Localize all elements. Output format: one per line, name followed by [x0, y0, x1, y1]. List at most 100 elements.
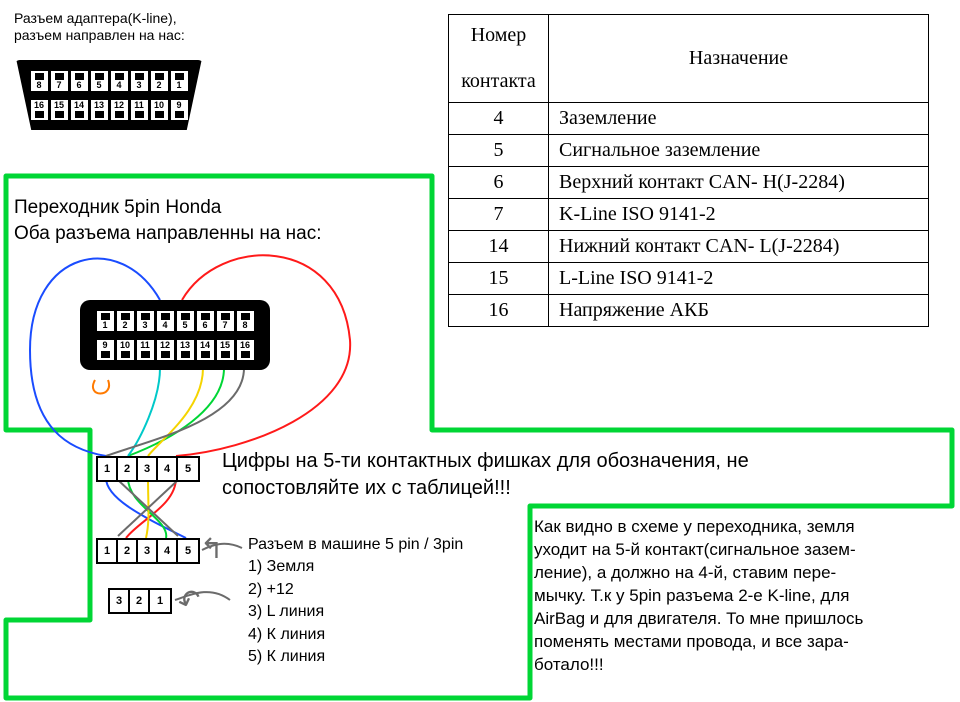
text: Оба разъема направленны на нас:: [14, 223, 322, 244]
obd-pin: 15: [51, 100, 68, 120]
connector-pin: 4: [158, 458, 178, 480]
table-row: 7K-Line ISO 9141-2: [449, 199, 929, 231]
text: мычку. Т.к у 5pin разъема 2-e K-line, дл…: [534, 586, 849, 605]
cell-pin-desc: Нижний контакт CAN- L(J-2284): [549, 231, 929, 263]
cell-pin-number: 15: [449, 263, 549, 295]
text: разъем направлен на нас:: [14, 27, 185, 43]
legend-item: 1) Земля: [248, 556, 463, 578]
cell-pin-desc: K-Line ISO 9141-2: [549, 199, 929, 231]
honda-caption: Переходник 5pin Honda Оба разъема направ…: [14, 195, 322, 246]
cell-pin-desc: L-Line ISO 9141-2: [549, 263, 929, 295]
cell-pin-number: 14: [449, 231, 549, 263]
obd-pin: 14: [71, 100, 88, 120]
connector-pin: 3: [138, 540, 158, 562]
connector-pin: 1: [150, 590, 170, 612]
cell-pin-desc: Заземление: [549, 103, 929, 135]
cell-pin-number: 7: [449, 199, 549, 231]
obd-pin: 2: [151, 71, 168, 91]
col-header-desc: Назначение: [549, 15, 929, 103]
table-row: 15L-Line ISO 9141-2: [449, 263, 929, 295]
obd-pin: 5: [177, 311, 194, 331]
text: Цифры на 5-ти контактных фишках для обоз…: [222, 450, 749, 472]
obd-pin: 9: [97, 340, 114, 360]
obd-pin: 16: [237, 340, 254, 360]
cell-pin-number: 4: [449, 103, 549, 135]
connector-pin: 4: [158, 540, 178, 562]
obd-pin: 1: [97, 311, 114, 331]
text: сопостовляйте их с таблицей!!!: [222, 477, 511, 499]
connector-pin: 2: [130, 590, 150, 612]
connector-pin: 3: [138, 458, 158, 480]
text: ление), а должно на 4-й, ставим пере-: [534, 563, 836, 582]
legend-item: 2) +12: [248, 579, 463, 601]
adapter-caption: Разъем адаптера(K-line), разъем направле…: [14, 10, 185, 44]
connector-pin: 2: [118, 458, 138, 480]
text: поменять местами провода, и все зара-: [534, 632, 849, 651]
obd-pin: 6: [71, 71, 88, 91]
obd-pin: 3: [131, 71, 148, 91]
obd-pin: 8: [31, 71, 48, 91]
arrow-icon: ↰: [200, 532, 223, 565]
obd-pin: 4: [111, 71, 128, 91]
obd-pin: 7: [217, 311, 234, 331]
text: Переходник 5pin Honda: [14, 197, 221, 218]
table-row: 6Верхний контакт CAN- H(J-2284): [449, 167, 929, 199]
obd-pin: 3: [137, 311, 154, 331]
text: контакта: [461, 70, 536, 92]
table-row: 16Напряжение АКБ: [449, 295, 929, 327]
text: Номер: [471, 24, 527, 46]
obd-pin: 7: [51, 71, 68, 91]
obd-pin: 1: [171, 71, 188, 91]
connector-pin: 1: [98, 540, 118, 562]
obd-pin: 4: [157, 311, 174, 331]
cell-pin-desc: Напряжение АКБ: [549, 295, 929, 327]
cell-pin-number: 5: [449, 135, 549, 167]
cell-pin-number: 6: [449, 167, 549, 199]
obd-pin: 15: [217, 340, 234, 360]
obd-pin: 12: [157, 340, 174, 360]
obd-pin: 5: [91, 71, 108, 91]
obd-pin: 6: [197, 311, 214, 331]
connector-pin: 2: [118, 540, 138, 562]
legend-title: Разъем в машине 5 pin / 3pin: [248, 534, 463, 556]
pin-assignment-table: Номер контакта Назначение 4Заземление5Си…: [448, 14, 929, 327]
text: ботало!!!: [534, 655, 604, 674]
connector-5pin-a: 12345: [96, 456, 200, 482]
obd-pin: 8: [237, 311, 254, 331]
table-row: 5Сигнальное заземление: [449, 135, 929, 167]
cell-pin-number: 16: [449, 295, 549, 327]
obd-pin: 9: [171, 100, 188, 120]
obd-pin: 10: [117, 340, 134, 360]
obd-honda-connector: 12345678 910111213141516: [80, 300, 270, 370]
connector-pin: 5: [178, 458, 198, 480]
col-header-number: Номер контакта: [449, 15, 549, 103]
text: Разъем адаптера(K-line),: [14, 10, 177, 26]
obd-pin: 10: [151, 100, 168, 120]
connector-pin: 3: [110, 590, 130, 612]
legend-item: 5) К линия: [248, 646, 463, 668]
obd-adapter-connector: 87654321 161514131211109: [14, 60, 204, 130]
obd-pin: 12: [111, 100, 128, 120]
cell-pin-desc: Верхний контакт CAN- H(J-2284): [549, 167, 929, 199]
legend-item: 3) L линия: [248, 601, 463, 623]
obd-pin: 16: [31, 100, 48, 120]
pin-legend: Разъем в машине 5 pin / 3pin 1) Земля 2)…: [248, 534, 463, 668]
obd-pin: 2: [117, 311, 134, 331]
explanation-paragraph: Как видно в схеме у переходника, земля у…: [534, 516, 954, 677]
text: уходит на 5-й контакт(сигнальное зазем-: [534, 540, 856, 559]
table-row: 14Нижний контакт CAN- L(J-2284): [449, 231, 929, 263]
text: AirBag и для двигателя. То мне пришлось: [534, 609, 863, 628]
connector-pin: 5: [178, 540, 198, 562]
obd-pin: 11: [131, 100, 148, 120]
text: Как видно в схеме у переходника, земля: [534, 517, 855, 536]
obd-pin: 13: [91, 100, 108, 120]
warning-text: Цифры на 5-ти контактных фишках для обоз…: [222, 448, 922, 502]
legend-item: 4) К линия: [248, 624, 463, 646]
connector-5pin-b: 12345: [96, 538, 200, 564]
obd-pin: 13: [177, 340, 194, 360]
obd-pin: 14: [197, 340, 214, 360]
table-row: 4Заземление: [449, 103, 929, 135]
arrow-icon: ↶: [173, 581, 206, 620]
obd-pin: 11: [137, 340, 154, 360]
connector-pin: 1: [98, 458, 118, 480]
